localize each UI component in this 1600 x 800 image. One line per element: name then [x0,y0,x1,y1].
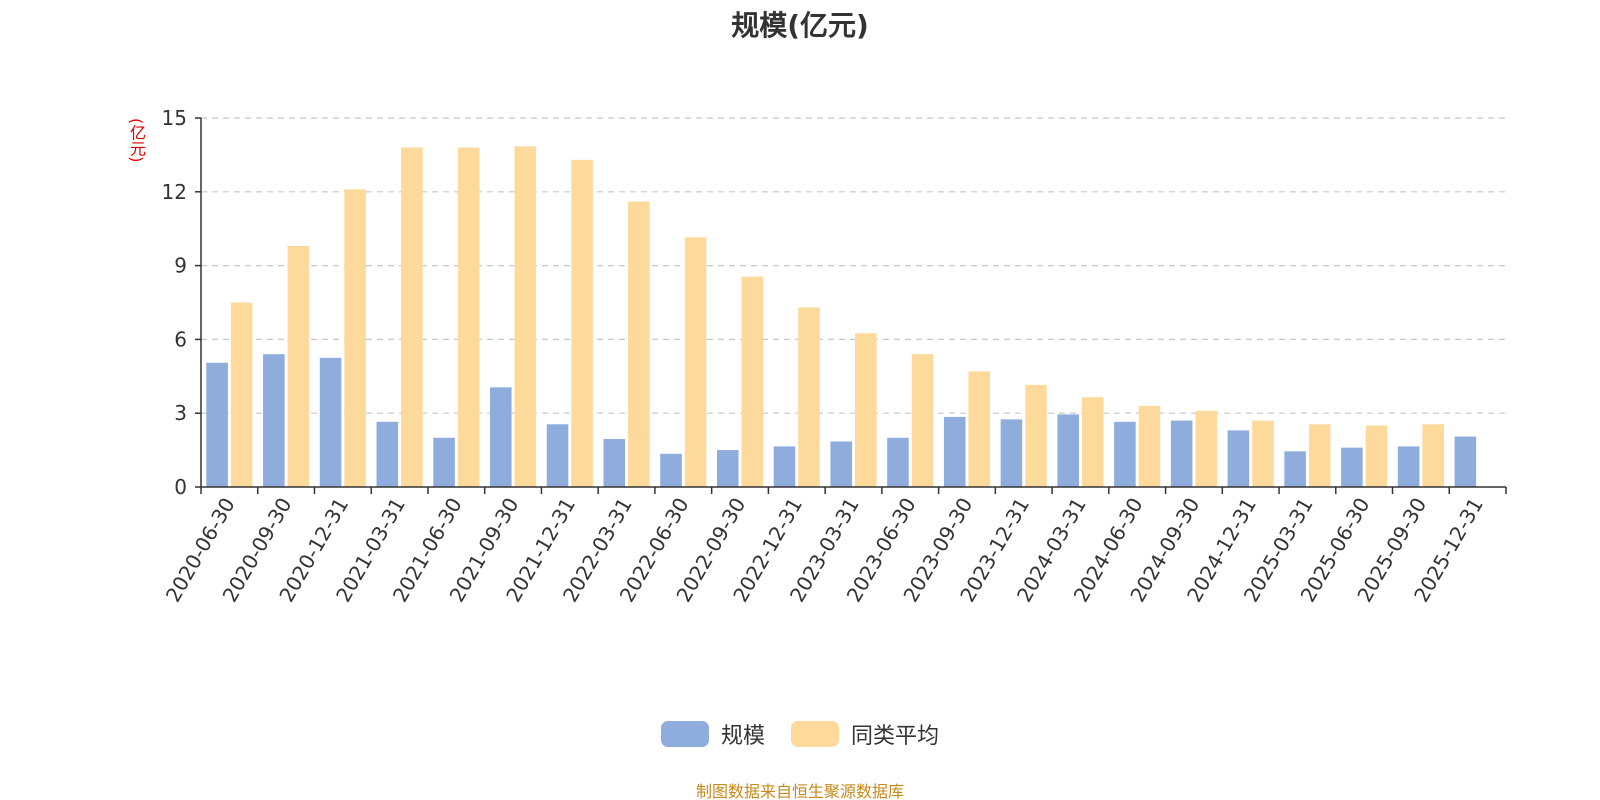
bar-series-2-2022-09-30[interactable] [741,276,764,487]
bar-series-2-2023-12-31[interactable] [1025,384,1047,487]
bar-series-1-2022-12-31[interactable] [773,446,796,487]
grid-lines [201,117,1506,414]
legend-label-series-2: 同类平均 [851,724,940,749]
legend: 规模 同类平均 [0,718,1600,750]
bar-series-1-2021-03-31[interactable] [376,421,399,487]
bar-series-1-2024-03-31[interactable] [1057,414,1079,487]
bar-series-1-2023-06-30[interactable] [887,437,909,487]
bar-series-1-2024-09-30[interactable] [1170,420,1193,487]
bar-series-2-2023-03-31[interactable] [855,333,877,487]
data-source-note: 制图数据来自恒生聚源数据库 [695,782,904,800]
bar-series-2-2022-03-31[interactable] [628,201,650,487]
bar-series-1-2025-06-30[interactable] [1341,447,1363,487]
bar-series-2-2024-12-31[interactable] [1252,420,1274,487]
bar-series-1-2021-12-31[interactable] [546,424,569,487]
y-tick-label-2: 6 [174,327,187,351]
bar-series-2-2022-06-30[interactable] [684,237,707,487]
bar-series-1-2025-09-30[interactable] [1397,446,1420,487]
y-tick-label-1: 3 [174,401,187,425]
bar-series-2-2024-06-30[interactable] [1138,405,1161,487]
bar-series-2-2023-06-30[interactable] [911,354,934,487]
legend-label-series-1: 规模 [720,724,765,749]
bar-series-1-2021-06-30[interactable] [433,437,455,487]
bar-series-2-2020-09-30[interactable] [287,245,310,487]
bar-series-1-2024-06-30[interactable] [1114,421,1136,487]
legend-swatch-series-2 [791,721,839,747]
y-tick-label-3: 9 [174,254,187,278]
bar-series-2-2021-03-31[interactable] [401,147,423,487]
bar-series-1-2024-12-31[interactable] [1227,430,1250,487]
bar-series-1-2023-03-31[interactable] [830,441,852,487]
bar-series-2-2022-12-31[interactable] [798,307,820,487]
bar-series-1-2022-09-30[interactable] [716,450,739,487]
bar-series-1-2023-12-31[interactable] [1000,419,1023,487]
legend-item-series-2[interactable]: 同类平均 [791,718,939,750]
bar-series-1-2020-06-30[interactable] [206,362,228,487]
bar-series-2-2025-06-30[interactable] [1365,425,1388,488]
axes [195,117,1507,494]
bar-series-1-2023-09-30[interactable] [943,416,966,487]
bar-series-2-2021-09-30[interactable] [514,146,537,488]
legend-swatch-series-1 [660,721,709,747]
y-tick-label-5: 15 [162,106,187,130]
bar-series-2-2025-09-30[interactable] [1422,424,1444,487]
bar-series-1-2025-03-31[interactable] [1284,451,1306,487]
bar-series-2-2024-03-31[interactable] [1081,397,1104,487]
bars [206,146,1477,488]
bar-series-2-2020-06-30[interactable] [230,302,253,488]
bar-series-2-2025-03-31[interactable] [1308,424,1331,487]
bar-series-1-2021-09-30[interactable] [490,387,512,487]
legend-item-series-1[interactable]: 规模 [660,718,765,750]
bar-series-2-2021-06-30[interactable] [457,147,480,487]
bar-series-1-2025-12-31[interactable] [1454,436,1477,487]
bar-series-2-2021-12-31[interactable] [571,159,593,487]
y-axis-unit-label: (亿元) [127,118,146,163]
chart-title: 规模(亿元) [731,9,869,42]
y-tick-label-4: 12 [162,180,187,204]
bar-series-2-2024-09-30[interactable] [1195,410,1217,487]
bar-series-1-2020-09-30[interactable] [263,354,285,487]
y-tick-label-0: 0 [174,475,187,499]
bar-series-2-2020-12-31[interactable] [344,189,366,487]
bar-series-1-2022-06-30[interactable] [660,453,682,487]
bar-series-1-2022-03-31[interactable] [603,439,626,487]
bar-series-1-2020-12-31[interactable] [319,357,342,487]
bar-series-2-2023-09-30[interactable] [968,371,991,487]
